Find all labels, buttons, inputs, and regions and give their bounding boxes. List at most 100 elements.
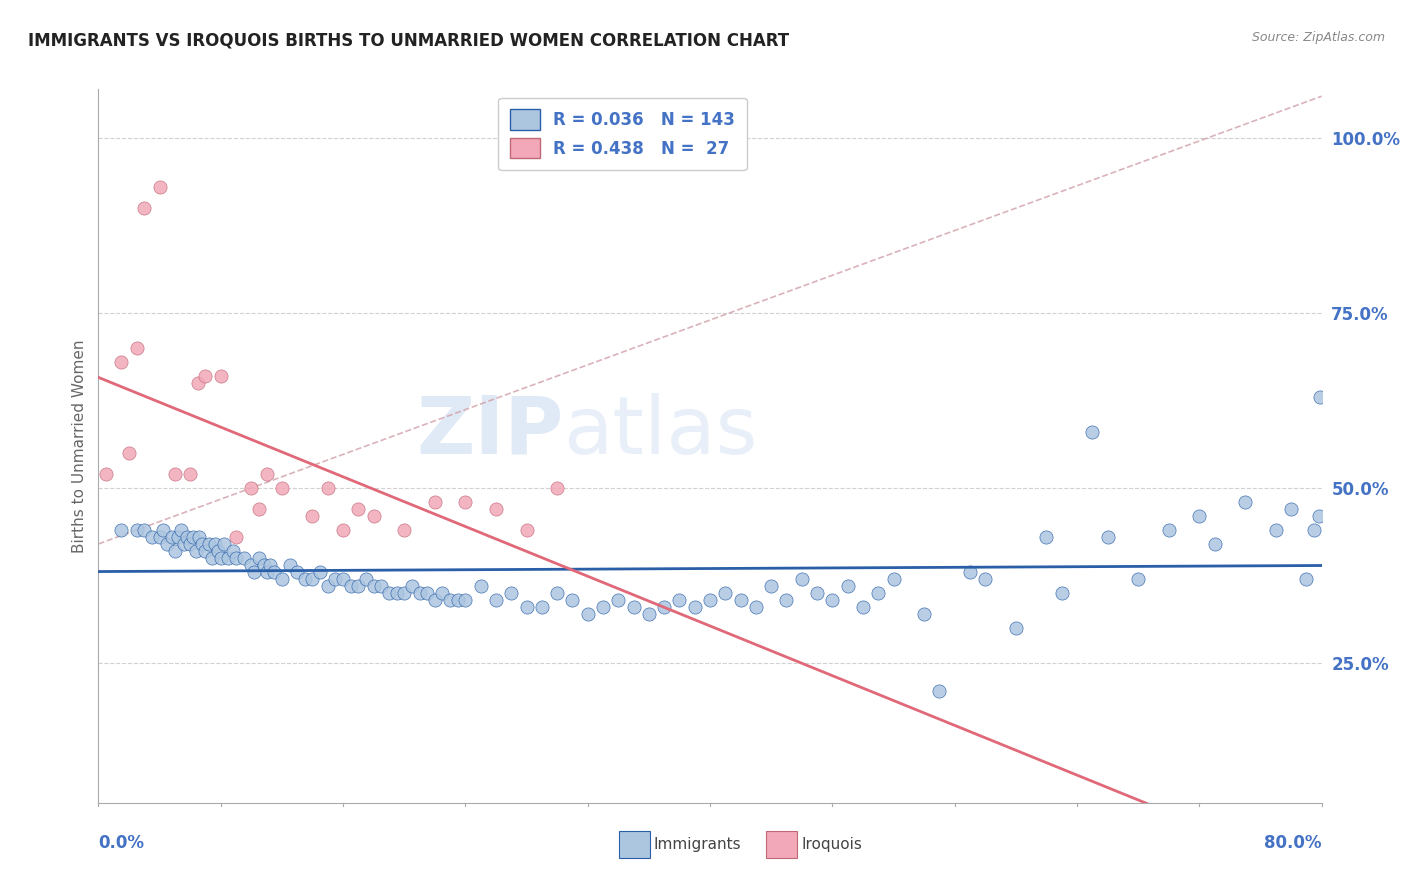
Point xyxy=(197,537,219,551)
Point xyxy=(485,593,508,607)
Point xyxy=(928,684,950,698)
Point xyxy=(240,481,263,495)
Point xyxy=(163,544,186,558)
Point xyxy=(401,579,423,593)
Text: IMMIGRANTS VS IROQUOIS BIRTHS TO UNMARRIED WOMEN CORRELATION CHART: IMMIGRANTS VS IROQUOIS BIRTHS TO UNMARRI… xyxy=(28,31,789,49)
Point xyxy=(149,180,172,194)
Point xyxy=(1157,523,1180,537)
Point xyxy=(222,544,245,558)
Point xyxy=(209,369,232,384)
Point xyxy=(546,586,568,600)
Point xyxy=(247,550,270,565)
Point xyxy=(385,586,408,600)
Point xyxy=(232,550,254,565)
Point xyxy=(259,558,281,572)
Point xyxy=(209,550,232,565)
Point xyxy=(163,467,186,481)
Point xyxy=(530,599,553,614)
Point xyxy=(167,530,190,544)
Point xyxy=(607,593,630,607)
Point xyxy=(1204,537,1226,551)
Point xyxy=(170,523,193,537)
Point xyxy=(370,579,392,593)
Point xyxy=(363,508,385,523)
Point xyxy=(240,558,263,572)
Point xyxy=(546,481,568,495)
Point xyxy=(775,593,797,607)
Point xyxy=(207,544,229,558)
Point xyxy=(270,481,292,495)
Point xyxy=(325,572,347,586)
Point xyxy=(790,572,813,586)
Point xyxy=(592,599,614,614)
Point xyxy=(252,558,274,572)
Point xyxy=(1081,425,1104,439)
Point xyxy=(516,599,538,614)
Point xyxy=(485,502,508,516)
Point xyxy=(332,572,354,586)
Point xyxy=(423,495,446,509)
Point xyxy=(759,579,782,593)
Point xyxy=(868,586,890,600)
Point xyxy=(301,572,323,586)
Point xyxy=(439,593,461,607)
Point xyxy=(125,341,148,355)
Point xyxy=(912,607,935,621)
Point xyxy=(1264,523,1286,537)
Point xyxy=(187,376,209,390)
Point xyxy=(408,586,430,600)
Point xyxy=(699,593,721,607)
Point xyxy=(470,579,492,593)
Legend: R = 0.036   N = 143, R = 0.438   N =  27: R = 0.036 N = 143, R = 0.438 N = 27 xyxy=(498,97,747,169)
Point xyxy=(561,593,583,607)
Text: Source: ZipAtlas.com: Source: ZipAtlas.com xyxy=(1251,31,1385,45)
Point xyxy=(179,537,201,551)
Point xyxy=(423,593,446,607)
Point xyxy=(186,544,208,558)
Point xyxy=(623,599,645,614)
Point xyxy=(1188,508,1211,523)
Text: Iroquois: Iroquois xyxy=(801,838,862,852)
Point xyxy=(156,537,179,551)
Point xyxy=(110,355,132,369)
Point xyxy=(270,572,292,586)
Point xyxy=(447,593,470,607)
Point xyxy=(152,523,174,537)
Point xyxy=(278,558,301,572)
Point xyxy=(837,579,859,593)
Point xyxy=(637,607,661,621)
Point xyxy=(316,579,339,593)
Point xyxy=(125,523,148,537)
Point xyxy=(243,565,266,579)
Point xyxy=(332,523,354,537)
Point xyxy=(354,572,377,586)
Point xyxy=(1309,390,1331,404)
Text: 80.0%: 80.0% xyxy=(1264,834,1322,852)
Point xyxy=(225,530,247,544)
Point xyxy=(1004,621,1026,635)
Point xyxy=(454,593,477,607)
Point xyxy=(432,586,454,600)
Point xyxy=(363,579,385,593)
Point xyxy=(392,586,416,600)
Point xyxy=(160,530,183,544)
Point xyxy=(316,481,339,495)
Text: atlas: atlas xyxy=(564,392,758,471)
Point xyxy=(179,467,201,481)
Point xyxy=(134,523,156,537)
Point xyxy=(200,550,222,565)
Point xyxy=(134,201,156,215)
Point xyxy=(516,523,538,537)
Text: ZIP: ZIP xyxy=(416,392,564,471)
Point xyxy=(263,565,285,579)
Point xyxy=(1097,530,1119,544)
Point xyxy=(94,467,117,481)
Point xyxy=(730,593,752,607)
Point xyxy=(176,530,198,544)
Point xyxy=(974,572,997,586)
Point xyxy=(652,599,675,614)
Point xyxy=(1035,530,1057,544)
Point xyxy=(683,599,706,614)
Point xyxy=(1295,572,1317,586)
Point xyxy=(347,579,370,593)
